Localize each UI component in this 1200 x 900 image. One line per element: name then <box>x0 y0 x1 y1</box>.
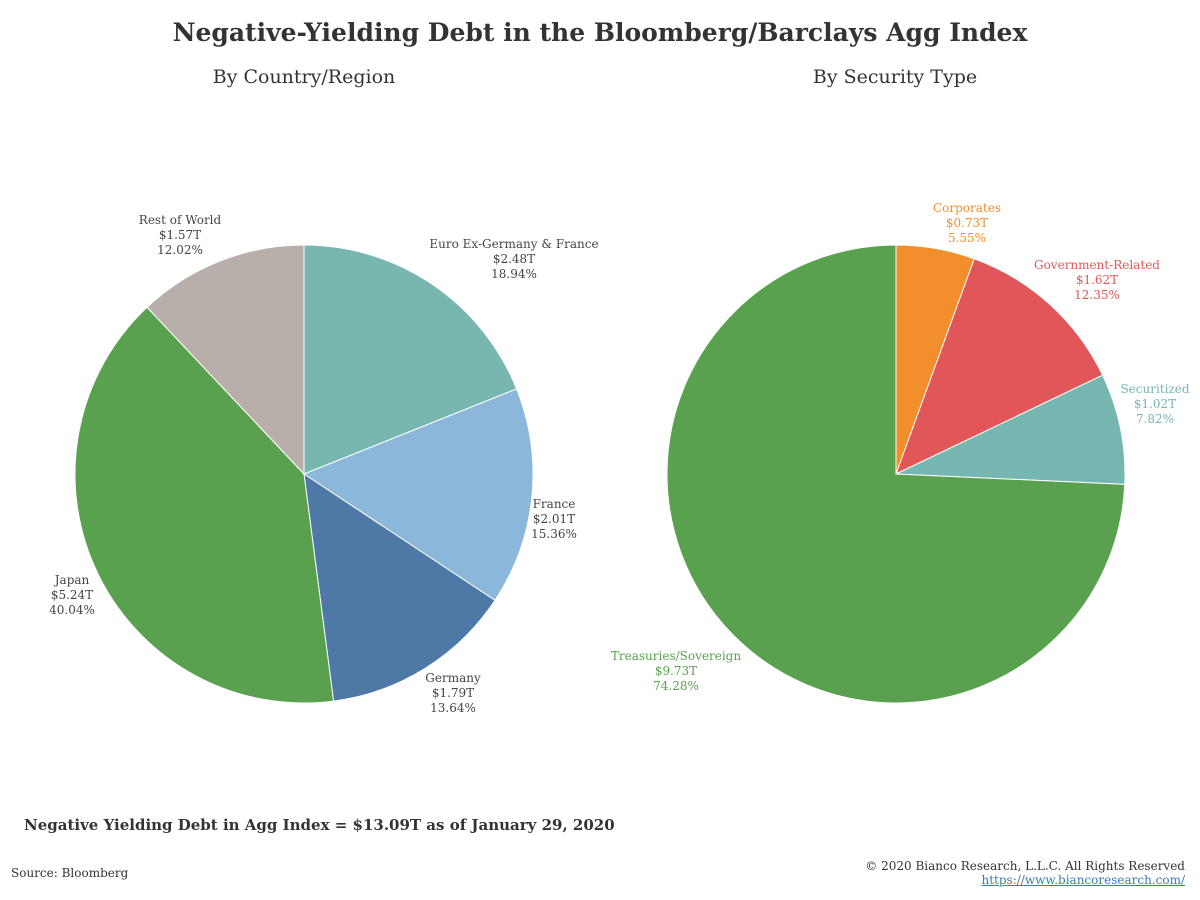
copyright-text: © 2020 Bianco Research, L.L.C. All Right… <box>865 859 1185 873</box>
pie-slice-japan <box>74 306 335 704</box>
slice-label-rest-of-world: Rest of World <box>139 213 222 227</box>
pie-slice-france <box>302 388 534 602</box>
slice-label-japan: Japan <box>53 573 90 587</box>
slice-amount-euro-ex-germany-france: $2.48T <box>493 252 535 266</box>
pie-slice-germany <box>303 472 496 702</box>
pie-slice-rest-of-world <box>146 244 305 476</box>
pie-slice-government-related <box>895 258 1104 475</box>
slice-amount-government-related: $1.62T <box>1076 273 1118 287</box>
pie-title-security-type: By Security Type <box>812 66 978 88</box>
copyright-block: © 2020 Bianco Research, L.L.C. All Right… <box>865 859 1185 887</box>
slice-amount-corporates: $0.73T <box>946 216 988 230</box>
slice-amount-securitized: $1.02T <box>1134 397 1176 411</box>
slice-percent-corporates: 5.55% <box>948 231 986 245</box>
slice-percent-securitized: 7.82% <box>1136 412 1174 426</box>
slice-label-germany: Germany <box>425 671 481 685</box>
slice-label-france: France <box>533 497 576 511</box>
slice-percent-germany: 13.64% <box>430 701 476 715</box>
pie-slice-treasuries-sovereign <box>666 244 1126 704</box>
slice-percent-france: 15.36% <box>531 527 577 541</box>
slice-label-government-related: Government-Related <box>1034 258 1160 272</box>
source-note: Source: Bloomberg <box>11 866 129 880</box>
slice-percent-treasuries-sovereign: 74.28% <box>653 679 699 693</box>
slice-percent-government-related: 12.35% <box>1074 288 1120 302</box>
slice-amount-treasuries-sovereign: $9.73T <box>655 664 697 678</box>
slice-percent-japan: 40.04% <box>49 603 95 617</box>
slice-amount-germany: $1.79T <box>432 686 474 700</box>
total-footnote: Negative Yielding Debt in Agg Index = $1… <box>24 816 615 834</box>
slice-amount-france: $2.01T <box>533 512 575 526</box>
pie-title-country-region: By Country/Region <box>212 66 396 88</box>
chart-title: Negative-Yielding Debt in the Bloomberg/… <box>172 18 1028 47</box>
slice-percent-euro-ex-germany-france: 18.94% <box>491 267 537 281</box>
slice-amount-rest-of-world: $1.57T <box>159 228 201 242</box>
pie-slice-euro-ex-germany-france <box>303 244 518 475</box>
slice-label-corporates: Corporates <box>933 201 1001 215</box>
website-link[interactable]: https://www.biancoresearch.com/ <box>981 873 1185 887</box>
slice-amount-japan: $5.24T <box>51 588 93 602</box>
pie-slice-securitized <box>895 374 1126 485</box>
slice-label-securitized: Securitized <box>1120 382 1189 396</box>
slice-percent-rest-of-world: 12.02% <box>157 243 203 257</box>
slice-label-euro-ex-germany-france: Euro Ex-Germany & France <box>429 237 598 251</box>
slice-label-treasuries-sovereign: Treasuries/Sovereign <box>611 649 741 663</box>
